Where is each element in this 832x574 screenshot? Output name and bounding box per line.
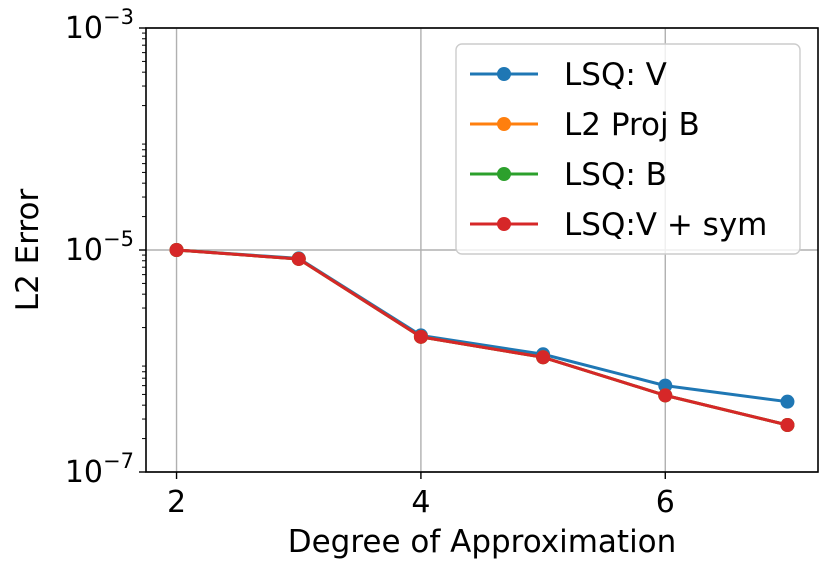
y-axis: 10−7 10−5 10−3 — [65, 5, 146, 490]
y-tick-label: 10−3 — [65, 5, 134, 46]
legend-item: L2 Proj B — [470, 107, 700, 143]
legend-label: LSQ: V — [564, 57, 667, 93]
legend-label: L2 Proj B — [564, 107, 700, 143]
x-axis-label: Degree of Approximation — [288, 524, 677, 560]
legend-box — [455, 43, 801, 255]
data-point — [780, 418, 795, 433]
series-4 — [169, 243, 795, 433]
series-line — [176, 248, 788, 427]
x-tick-label: 6 — [656, 485, 675, 520]
data-point — [658, 378, 673, 393]
data-point — [658, 388, 673, 403]
series-line — [176, 248, 788, 427]
x-tick-label: 4 — [411, 485, 430, 520]
plot-frame — [145, 27, 819, 473]
y-axis-label: L2 Error — [10, 189, 46, 312]
series-line — [176, 248, 788, 427]
legend-item: LSQ:V + sym — [470, 207, 767, 243]
x-tick-label: 2 — [167, 485, 186, 520]
x-axis: 2 4 6 — [167, 472, 675, 520]
data-point — [780, 394, 795, 409]
data-point — [291, 251, 306, 266]
legend: LSQ: V L2 Proj B LSQ: B LSQ:V + sym — [455, 43, 801, 255]
legend-marker — [497, 117, 511, 131]
legend-marker — [497, 217, 511, 231]
legend-item: LSQ: V — [470, 57, 667, 93]
y-tick-label: 10−7 — [65, 449, 134, 490]
data-point — [169, 243, 184, 257]
legend-item: LSQ: B — [470, 157, 667, 193]
series-1 — [169, 243, 795, 409]
legend-marker — [497, 167, 511, 181]
legend-label: LSQ: B — [564, 157, 667, 193]
y-tick-label: 10−5 — [65, 227, 134, 268]
legend-label: LSQ:V + sym — [564, 207, 767, 243]
legend-marker — [497, 67, 511, 81]
series-layer — [169, 243, 795, 433]
data-point — [536, 350, 551, 365]
series-line — [176, 248, 788, 404]
data-point — [413, 329, 428, 344]
